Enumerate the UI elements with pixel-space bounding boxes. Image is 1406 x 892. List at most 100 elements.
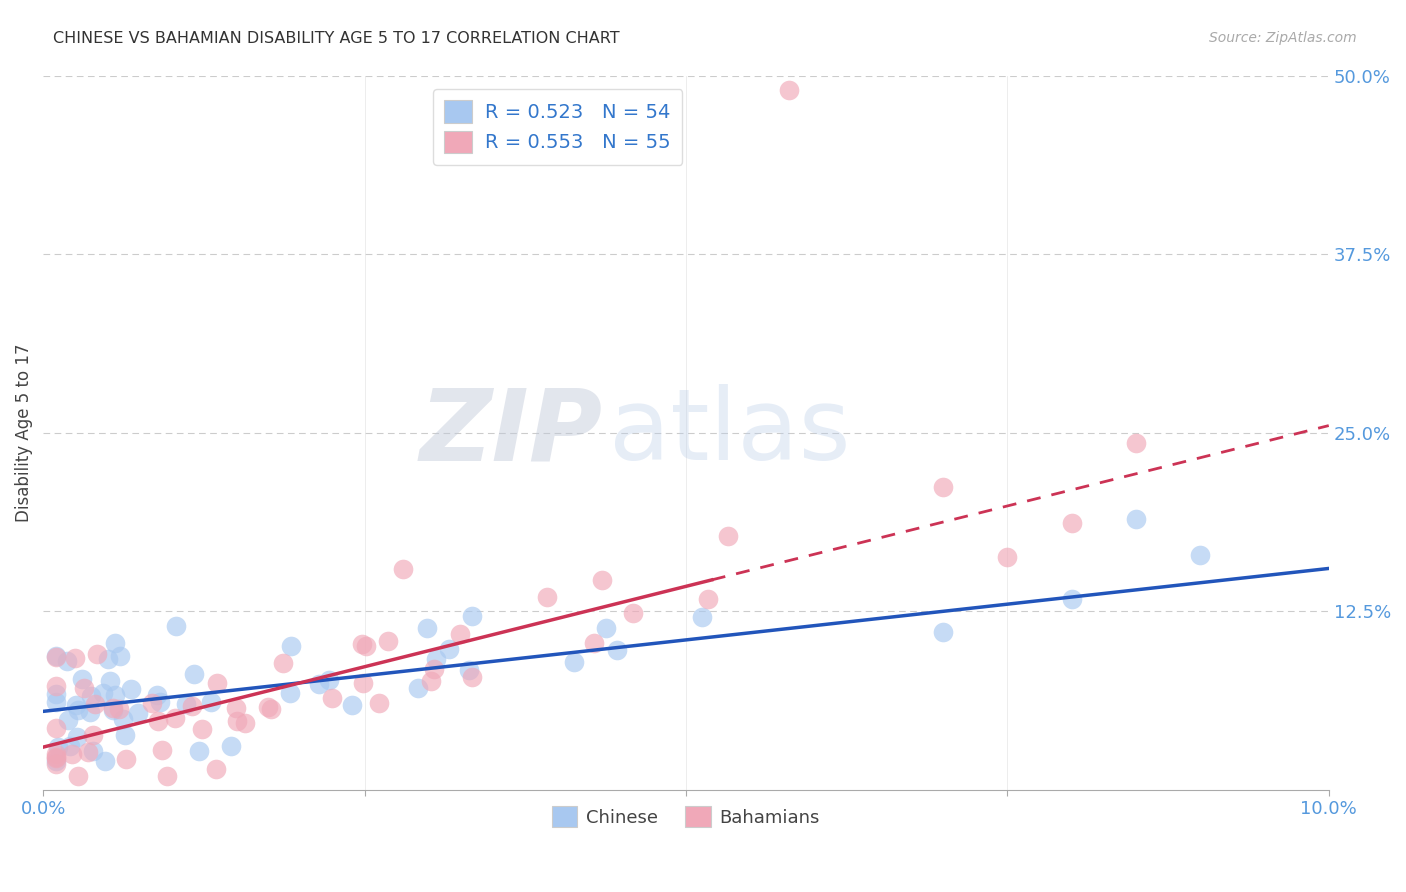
Point [356, 640, 378, 654]
Point [606, 643, 628, 657]
Point [45, 687, 67, 701]
Point [67, 703, 90, 717]
Point [350, 637, 373, 651]
Point [1125, 435, 1147, 450]
Point [226, 714, 249, 728]
Point [56, 655, 79, 669]
Point [205, 762, 228, 776]
Point [73, 681, 96, 695]
Y-axis label: Disability Age 5 to 17: Disability Age 5 to 17 [15, 343, 32, 522]
Point [377, 634, 399, 648]
Point [70, 672, 93, 686]
Point [63, 651, 86, 665]
Point [997, 549, 1019, 564]
Point [120, 681, 142, 696]
Point [104, 636, 127, 650]
Point [278, 686, 301, 700]
Point [932, 480, 955, 494]
Point [146, 688, 169, 702]
Point [200, 695, 222, 709]
Point [108, 648, 131, 663]
Point [595, 621, 617, 635]
Point [932, 625, 955, 640]
Point [60, 747, 83, 762]
Point [690, 610, 713, 624]
Point [108, 702, 131, 716]
Point [94, 755, 117, 769]
Point [98, 673, 121, 688]
Point [415, 621, 437, 635]
Point [461, 669, 484, 683]
Point [449, 626, 471, 640]
Point [1189, 549, 1212, 563]
Point [318, 673, 340, 687]
Point [104, 689, 127, 703]
Point [308, 677, 330, 691]
Point [79, 705, 101, 719]
Point [392, 562, 415, 576]
Point [280, 640, 302, 654]
Point [66, 730, 89, 744]
Point [367, 696, 389, 710]
Point [225, 700, 247, 714]
Point [114, 752, 136, 766]
Text: Source: ZipAtlas.com: Source: ZipAtlas.com [1209, 31, 1357, 45]
Point [66, 769, 89, 783]
Point [562, 655, 585, 669]
Point [257, 699, 280, 714]
Point [45, 757, 67, 772]
Point [183, 667, 205, 681]
Point [45, 750, 67, 764]
Point [582, 635, 605, 649]
Point [260, 701, 283, 715]
Point [82, 744, 104, 758]
Point [621, 606, 644, 620]
Point [271, 656, 294, 670]
Point [778, 83, 800, 97]
Point [352, 676, 374, 690]
Point [45, 695, 67, 709]
Point [148, 714, 170, 728]
Point [340, 698, 363, 712]
Point [97, 652, 120, 666]
Point [156, 769, 179, 783]
Point [45, 722, 67, 736]
Point [461, 608, 484, 623]
Point [45, 747, 67, 761]
Point [207, 675, 229, 690]
Point [716, 529, 738, 543]
Point [45, 755, 67, 769]
Point [45, 750, 67, 764]
Point [127, 706, 149, 720]
Point [321, 690, 343, 705]
Text: CHINESE VS BAHAMIAN DISABILITY AGE 5 TO 17 CORRELATION CHART: CHINESE VS BAHAMIAN DISABILITY AGE 5 TO … [53, 31, 620, 46]
Point [1125, 512, 1147, 526]
Point [77, 745, 100, 759]
Point [219, 739, 242, 754]
Point [437, 642, 460, 657]
Point [180, 698, 202, 713]
Point [59, 739, 82, 753]
Point [65, 698, 87, 712]
Point [425, 652, 447, 666]
Point [46, 739, 69, 754]
Point [591, 573, 613, 587]
Point [83, 697, 105, 711]
Point [103, 700, 125, 714]
Point [406, 681, 429, 696]
Point [91, 686, 114, 700]
Point [536, 590, 558, 604]
Text: atlas: atlas [609, 384, 851, 481]
Point [422, 662, 444, 676]
Legend: Chinese, Bahamians: Chinese, Bahamians [546, 799, 827, 835]
Point [1060, 591, 1083, 606]
Point [165, 619, 187, 633]
Point [101, 703, 124, 717]
Point [233, 716, 256, 731]
Point [45, 679, 67, 693]
Point [174, 698, 197, 712]
Point [149, 696, 172, 710]
Point [697, 592, 720, 607]
Text: ZIP: ZIP [419, 384, 603, 481]
Point [165, 710, 187, 724]
